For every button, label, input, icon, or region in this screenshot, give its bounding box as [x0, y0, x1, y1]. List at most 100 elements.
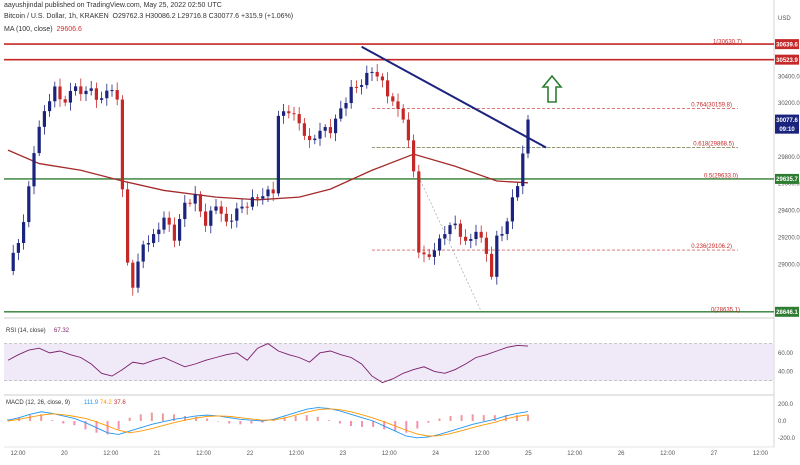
candle-body [427, 254, 431, 257]
candle-body [464, 236, 468, 241]
macd-histogram-bar [184, 415, 187, 421]
rsi-value: 67.32 [54, 328, 70, 334]
macd-histogram-bar [7, 419, 9, 421]
candle-body [94, 88, 98, 100]
fib-label: 0.5(29633.0) [704, 173, 738, 179]
fib-label: 0(28635.1) [711, 307, 740, 313]
candle-body [240, 206, 244, 209]
macd-histogram-bar [217, 421, 220, 422]
macd-histogram-bar [482, 415, 485, 421]
macd-histogram-bar [349, 421, 352, 427]
price-tick: 29200.0 [778, 235, 800, 241]
macd-histogram-bar [95, 421, 98, 433]
time-tick: 26 [618, 451, 625, 457]
candle-body [261, 196, 265, 199]
candle-body [505, 221, 509, 235]
candle-body [271, 189, 275, 194]
macd-histogram-bar [316, 416, 319, 421]
candle-body [422, 252, 426, 255]
up-arrow-annotation [541, 74, 563, 103]
ma-100-line [7, 149, 529, 201]
macd-histogram-bar [117, 421, 120, 430]
macd-histogram-bar [40, 414, 43, 421]
macd-value: 111.9 [84, 400, 99, 406]
candle-body [510, 197, 514, 222]
candle-body [287, 111, 291, 114]
rsi-tick: 60.00 [778, 351, 794, 357]
candle-body [131, 262, 135, 288]
price-axis: 30400.0 30200.0 29800.0 29600.0 29400.0 29200… [775, 16, 800, 317]
rsi-line [7, 343, 529, 384]
candle-body [334, 118, 338, 134]
candle-body [391, 96, 395, 102]
trend-line-group [361, 45, 547, 149]
symbol-title: Bitcoin / U.S. Dollar, 1h, KRAKEN [4, 13, 109, 20]
candle-body [157, 229, 161, 235]
price-tick: 30200.0 [778, 101, 800, 107]
price-tag [775, 114, 799, 125]
signal-value: 74.2 [100, 400, 112, 406]
candle-body [152, 234, 156, 244]
macd-histogram-bar [438, 418, 441, 421]
fibonacci-labels: 1(30630.7) 0.764(30159.8) 0.618(29868.5) 0.… [691, 39, 742, 313]
macd-histogram-bar [73, 421, 76, 426]
macd-histogram-bar [416, 421, 419, 429]
macd-histogram-bar [172, 414, 175, 421]
price-tag [775, 39, 799, 50]
macd-histogram-bar [283, 416, 286, 421]
macd-histogram-bar [228, 421, 231, 424]
candle-body [396, 101, 400, 109]
macd-histogram-bar [139, 414, 142, 421]
candle-body [380, 76, 384, 81]
candle-body [230, 220, 234, 222]
macd-histogram-bar [150, 412, 153, 421]
macd-histogram-bar [471, 414, 474, 421]
time-tick: 20 [61, 451, 68, 457]
publish-info: aayushjindal published on TradingView.co… [4, 2, 222, 9]
candle-body [344, 103, 348, 109]
macd-tick: 0.0 [778, 419, 787, 425]
price-tick: 29600.0 [778, 182, 800, 188]
candle-body [308, 135, 312, 141]
fib-label: 0.764(30159.8) [691, 103, 732, 109]
candle-body [339, 108, 343, 119]
time-tick: 25 [525, 451, 532, 457]
candle-body [370, 71, 374, 73]
price-tag [775, 306, 799, 317]
histogram-value: 37.6 [114, 400, 126, 406]
macd-histogram-bar [515, 415, 518, 421]
candle-body [126, 189, 130, 263]
candle-body [198, 194, 202, 212]
price-tick: 30400.0 [778, 74, 800, 80]
candle-body [235, 208, 239, 221]
candle-body [500, 234, 504, 236]
time-tick: 12:00 [103, 451, 119, 457]
candle-body [443, 234, 447, 239]
price-tick: 29000.0 [778, 262, 800, 268]
price-tag-label: 09:10 [779, 127, 795, 133]
macd-histogram-bar [239, 421, 242, 425]
candle-body [37, 126, 41, 154]
candle-body [458, 223, 462, 237]
candle-body [219, 206, 223, 214]
macd-histogram-bar [527, 414, 529, 421]
candle-body [313, 138, 317, 141]
macd-histogram-bar [250, 421, 253, 424]
macd-histogram-bar [305, 415, 308, 421]
fib-label: 0.236(29106.2) [691, 244, 732, 250]
time-axis: 12:00 20 12:00 21 12:00 22 12:00 23 12:00 24 12:00… [4, 446, 774, 457]
candle-body [84, 90, 88, 95]
fib-trend-line [418, 176, 482, 312]
candle-body [282, 111, 286, 116]
macd-tick: 200.0 [778, 402, 794, 408]
candle-body [453, 223, 457, 226]
candle-body [146, 243, 150, 245]
time-tick: 12:00 [289, 451, 305, 457]
candle-body [100, 98, 104, 100]
candle-body [32, 153, 36, 187]
candle-body [16, 243, 20, 253]
candle-body [120, 99, 124, 190]
macd-histogram-bar [427, 421, 430, 423]
candle-body [432, 250, 436, 257]
